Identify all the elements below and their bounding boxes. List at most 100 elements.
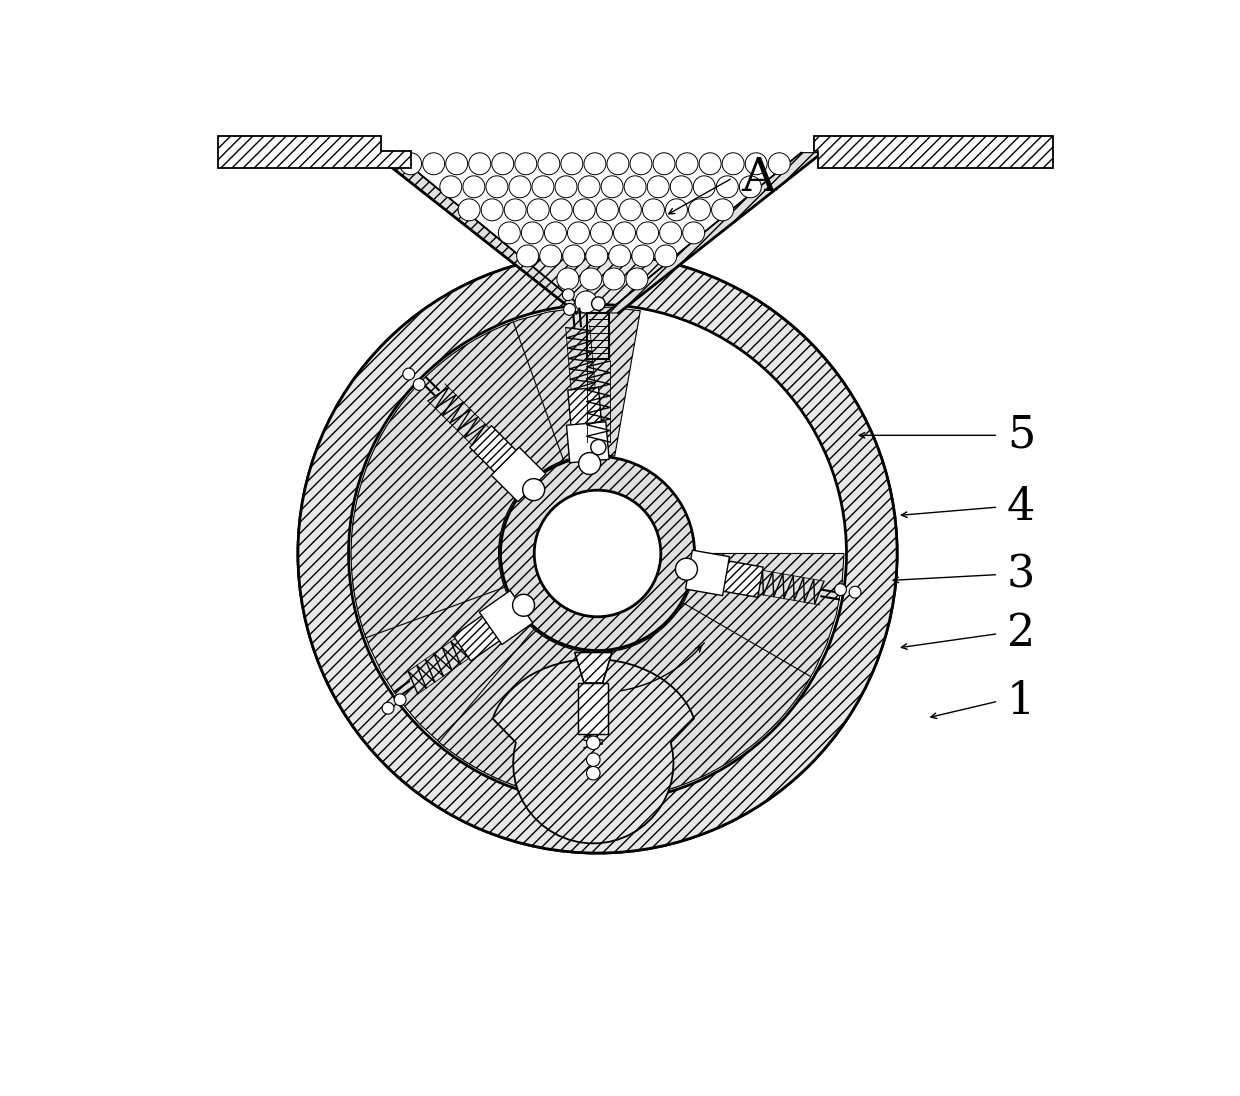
- Circle shape: [676, 558, 697, 580]
- Circle shape: [603, 269, 625, 290]
- Circle shape: [671, 175, 692, 197]
- Circle shape: [544, 221, 567, 243]
- Circle shape: [608, 152, 629, 174]
- Circle shape: [587, 753, 600, 766]
- Polygon shape: [578, 683, 609, 733]
- Circle shape: [739, 175, 761, 197]
- Circle shape: [403, 368, 414, 380]
- Circle shape: [563, 288, 574, 300]
- Circle shape: [523, 479, 544, 501]
- Circle shape: [534, 490, 661, 617]
- Polygon shape: [373, 152, 589, 313]
- Circle shape: [517, 244, 538, 267]
- Circle shape: [423, 152, 445, 174]
- Circle shape: [578, 175, 600, 197]
- Circle shape: [587, 737, 600, 750]
- Circle shape: [835, 584, 847, 595]
- Circle shape: [699, 152, 722, 174]
- Circle shape: [508, 175, 531, 197]
- Circle shape: [584, 152, 606, 174]
- Circle shape: [626, 269, 649, 290]
- Text: 3: 3: [1007, 553, 1035, 596]
- Circle shape: [591, 297, 605, 310]
- Polygon shape: [492, 659, 694, 843]
- Circle shape: [557, 269, 579, 290]
- Circle shape: [712, 198, 734, 220]
- Polygon shape: [470, 425, 538, 494]
- Circle shape: [596, 198, 619, 220]
- Text: 2: 2: [1007, 612, 1035, 655]
- Polygon shape: [439, 603, 811, 800]
- Circle shape: [590, 439, 606, 455]
- Circle shape: [585, 244, 608, 267]
- Circle shape: [653, 152, 675, 174]
- Circle shape: [458, 198, 480, 220]
- Polygon shape: [686, 550, 729, 595]
- Polygon shape: [574, 652, 611, 683]
- Text: 1: 1: [1007, 680, 1035, 722]
- Circle shape: [445, 152, 467, 174]
- Circle shape: [515, 152, 537, 174]
- Circle shape: [538, 152, 559, 174]
- Circle shape: [579, 453, 600, 475]
- Circle shape: [609, 244, 631, 267]
- Circle shape: [849, 586, 861, 598]
- Circle shape: [564, 304, 575, 316]
- Circle shape: [399, 152, 422, 174]
- Polygon shape: [453, 597, 526, 661]
- Circle shape: [620, 198, 641, 220]
- Circle shape: [492, 152, 513, 174]
- Circle shape: [481, 198, 503, 220]
- Circle shape: [636, 221, 658, 243]
- Polygon shape: [606, 152, 822, 313]
- Circle shape: [512, 594, 534, 616]
- Circle shape: [505, 198, 526, 220]
- Circle shape: [745, 152, 768, 174]
- Circle shape: [560, 152, 583, 174]
- Circle shape: [563, 244, 585, 267]
- Polygon shape: [491, 447, 546, 502]
- Circle shape: [486, 175, 508, 197]
- Circle shape: [539, 244, 562, 267]
- Circle shape: [722, 152, 744, 174]
- Text: A: A: [742, 156, 775, 201]
- Circle shape: [469, 152, 491, 174]
- Circle shape: [717, 175, 738, 197]
- Text: 5: 5: [1007, 414, 1035, 457]
- Circle shape: [590, 221, 613, 243]
- Circle shape: [440, 175, 461, 197]
- Polygon shape: [351, 307, 844, 799]
- Circle shape: [624, 175, 646, 197]
- Circle shape: [683, 221, 704, 243]
- Circle shape: [769, 152, 790, 174]
- Circle shape: [660, 221, 682, 243]
- Text: 4: 4: [1007, 486, 1035, 528]
- Circle shape: [666, 198, 687, 220]
- Circle shape: [676, 152, 698, 174]
- Circle shape: [551, 198, 572, 220]
- Polygon shape: [351, 322, 564, 638]
- Circle shape: [655, 244, 677, 267]
- Circle shape: [647, 175, 670, 197]
- Circle shape: [568, 221, 589, 243]
- Polygon shape: [813, 136, 1053, 168]
- Circle shape: [298, 254, 897, 853]
- Circle shape: [498, 221, 521, 243]
- Circle shape: [394, 694, 405, 706]
- Circle shape: [580, 269, 601, 290]
- Polygon shape: [218, 136, 410, 168]
- Circle shape: [413, 378, 425, 390]
- Circle shape: [642, 198, 665, 220]
- Circle shape: [632, 244, 653, 267]
- Circle shape: [614, 221, 636, 243]
- Circle shape: [521, 221, 543, 243]
- Circle shape: [501, 456, 694, 651]
- Polygon shape: [567, 422, 609, 463]
- Circle shape: [382, 703, 394, 715]
- Polygon shape: [692, 556, 763, 597]
- Circle shape: [587, 766, 600, 780]
- Circle shape: [688, 198, 711, 220]
- Circle shape: [601, 175, 622, 197]
- Circle shape: [527, 198, 549, 220]
- Polygon shape: [568, 387, 604, 456]
